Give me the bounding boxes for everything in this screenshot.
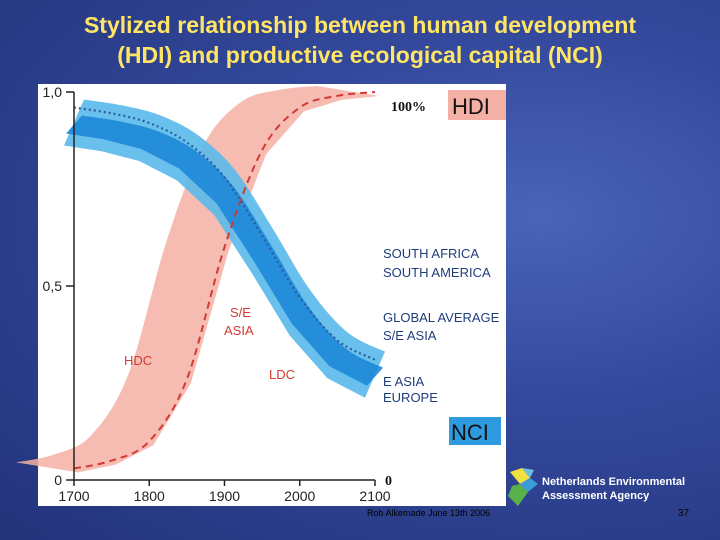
title-line-2: (HDI) and productive ecological capital … xyxy=(117,42,603,68)
bottom-label-zero: 0 xyxy=(385,474,392,489)
agency-logo: Netherlands Environmental Assessment Age… xyxy=(508,468,685,506)
nci-label-box xyxy=(449,417,501,445)
x-tick-label: 1900 xyxy=(209,488,240,504)
region-label: S/E ASIA xyxy=(383,328,437,343)
x-tick-label: 2000 xyxy=(284,488,315,504)
se-asia-label-1: S/E xyxy=(230,305,251,320)
bottom-label-nci: NCI xyxy=(451,420,489,445)
region-label: SOUTH AFRICA xyxy=(383,246,479,261)
ldc-label: LDC xyxy=(269,367,295,382)
logo-line-2: Assessment Agency xyxy=(542,490,650,502)
nci-series-line xyxy=(73,106,376,361)
region-label: E ASIA xyxy=(383,374,425,389)
nci-band-inner xyxy=(66,115,383,386)
hdc-label: HDC xyxy=(124,353,152,368)
x-tick-label: 1800 xyxy=(134,488,165,504)
hdi-label-box xyxy=(448,90,506,120)
se-asia-label-2: ASIA xyxy=(224,323,254,338)
hdi-band xyxy=(16,86,379,473)
hdi-series-line xyxy=(73,91,376,470)
footer-credit: Rob Alkemade June 13th 2006 xyxy=(367,508,491,518)
top-label-percent: 100% xyxy=(391,100,426,115)
x-tick-label: 1700 xyxy=(58,488,89,504)
y-tick-label: 1,0 xyxy=(43,84,63,100)
region-label: GLOBAL AVERAGE xyxy=(383,310,500,325)
slide-title: Stylized relationship between human deve… xyxy=(0,10,720,70)
title-line-1: Stylized relationship between human deve… xyxy=(83,12,637,38)
region-label: SOUTH AMERICA xyxy=(383,265,491,280)
x-tick-label: 2100 xyxy=(359,488,390,504)
chart-bands xyxy=(16,86,385,473)
page-number: 37 xyxy=(678,508,690,519)
y-tick-label: 0,5 xyxy=(43,278,63,294)
logo-line-1: Netherlands Environmental xyxy=(542,476,685,488)
region-label: EUROPE xyxy=(383,390,438,405)
chart-labels: 100% HDI NCI 0 SOUTH AFRICA SOUTH AMERICA GLOB… xyxy=(124,90,506,489)
top-label-hdi: HDI xyxy=(452,94,490,119)
y-tick-label: 0 xyxy=(54,472,62,488)
